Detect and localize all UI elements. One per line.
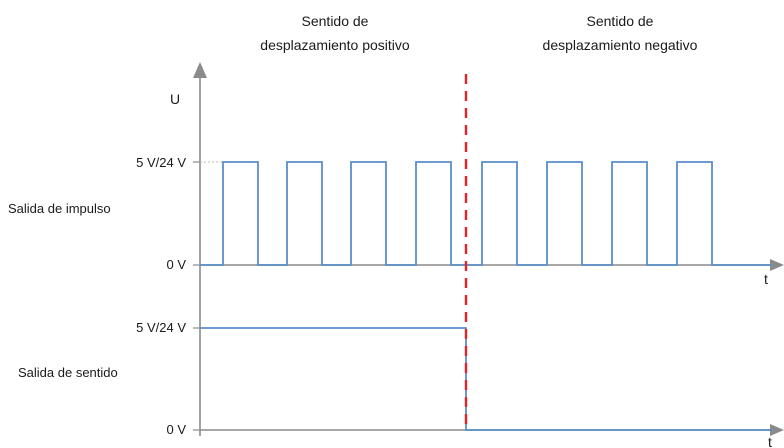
pulse-high-level: 5 V/24 V (136, 155, 186, 170)
pulse-waveform (200, 161, 772, 266)
t-axis-top-arrow (770, 259, 784, 271)
header-positive-line2: desplazamiento positivo (260, 37, 410, 53)
header-positive-line1: Sentido de (302, 13, 369, 29)
direction-output-label: Salida de sentido (18, 365, 118, 380)
t-axis-bottom-label: t (768, 434, 772, 448)
direction-low-level: 0 V (166, 422, 186, 437)
header-negative-line1: Sentido de (587, 13, 654, 29)
t-axis-top-label: t (764, 271, 768, 287)
pulse-low-level: 0 V (166, 257, 186, 272)
direction-high-level: 5 V/24 V (136, 320, 186, 335)
pulse-train (200, 161, 772, 266)
direction-waveform (200, 327, 772, 431)
u-axis-arrow (193, 62, 207, 78)
u-axis-label: U (170, 91, 180, 107)
t-axis-bottom-arrow (770, 424, 784, 436)
pulse-output-label: Salida de impulso (8, 201, 111, 216)
header-negative-line2: desplazamiento negativo (543, 37, 698, 53)
